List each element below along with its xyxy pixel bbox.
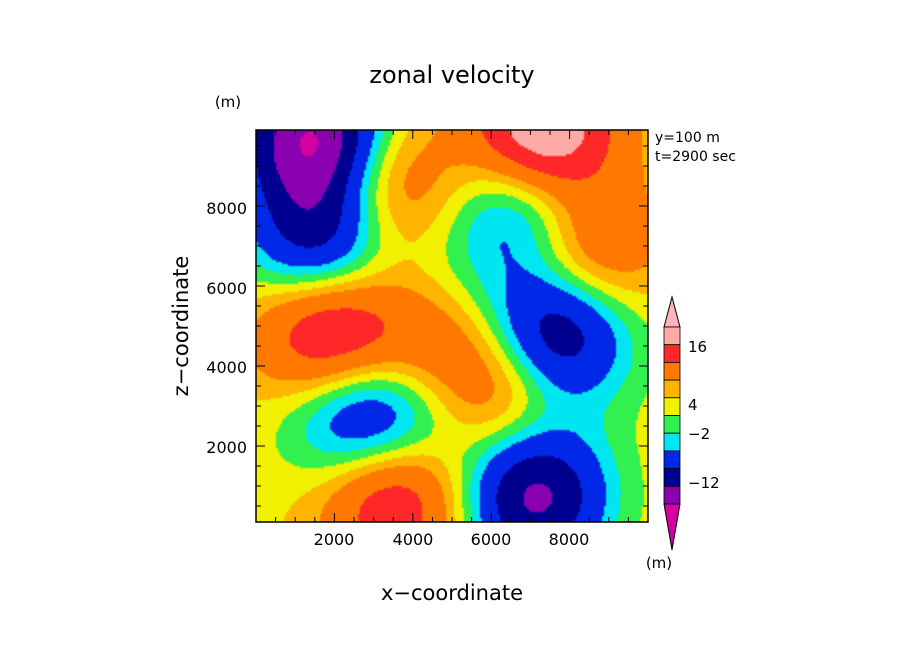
colorbar-swatch <box>663 344 681 363</box>
x-axis-label: x−coordinate <box>381 581 523 605</box>
colorbar-swatch <box>663 485 681 505</box>
colorbar-swatch <box>663 397 681 416</box>
contour-field-image <box>256 130 648 522</box>
y-tick-label-6000: 6000 <box>206 279 247 298</box>
info-line-2: t=2900 sec <box>655 149 736 165</box>
y-axis-label: z−coordinate <box>169 256 193 397</box>
colorbar-triangle-bottom <box>663 503 681 551</box>
x-tick-label-4000: 4000 <box>393 530 434 549</box>
colorbar-triangle-top <box>663 295 681 328</box>
y-tick-label-2000: 2000 <box>206 438 247 457</box>
info-line-1: y=100 m <box>655 130 720 146</box>
x-tick-label-2000: 2000 <box>314 530 355 549</box>
colorbar-swatch <box>663 468 681 487</box>
colorbar-tick-label-neg12: −12 <box>688 474 720 492</box>
x-tick-label-8000: 8000 <box>549 530 590 549</box>
colorbar <box>663 295 681 551</box>
x-tick-label-6000: 6000 <box>471 530 512 549</box>
colorbar-tick-label-4: 4 <box>688 396 698 414</box>
contour-field <box>256 130 648 522</box>
y-unit-label: (m) <box>215 93 241 111</box>
colorbar-tick-label-16: 16 <box>688 338 707 356</box>
colorbar-swatch <box>663 450 681 469</box>
colorbar-swatch <box>663 326 681 346</box>
colorbar-swatch <box>663 379 681 399</box>
colorbar-tick-label-neg2: −2 <box>688 425 710 443</box>
colorbar-swatch <box>663 415 681 434</box>
colorbar-swatch <box>663 432 681 452</box>
colorbar-swatch <box>663 361 681 381</box>
chart-title: zonal velocity <box>369 61 534 89</box>
y-tick-label-4000: 4000 <box>206 358 247 377</box>
axis-ticks <box>256 130 648 522</box>
colorbar-unit-label: (m) <box>646 554 672 572</box>
y-tick-label-8000: 8000 <box>206 199 247 218</box>
